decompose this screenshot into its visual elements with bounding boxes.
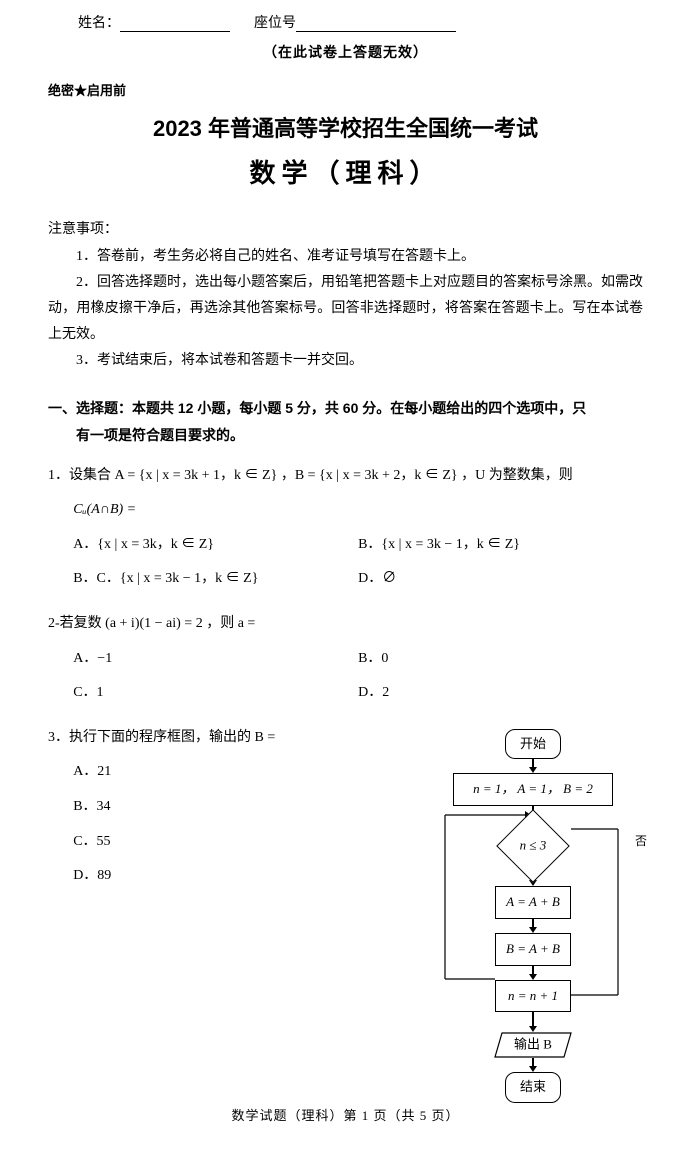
- secret-label: 绝密★启用前: [48, 80, 643, 99]
- attention-body: 1．答卷前，考生务必将自己的姓名、准考证号填写在答题卡上。 2．回答选择题时，选…: [48, 244, 643, 373]
- fc-start: 开始: [505, 729, 561, 760]
- exam-title: 2023 年普通高等学校招生全国统一考试: [48, 111, 643, 143]
- section1-line1: 一、选择题：本题共 12 小题，每小题 5 分，共 60 分。在每小题给出的四个…: [48, 400, 586, 416]
- question-1: 1．设集合 A = {x | x = 3k + 1，k ∈ Z} ，B = {x…: [48, 463, 643, 601]
- q3-option-c: C．55: [73, 829, 413, 856]
- fc-step1: A = A + B: [495, 886, 571, 919]
- question-3: 3．执行下面的程序框图，输出的 B = A．21 B．34 C．55 D．89: [48, 725, 643, 1058]
- attention-head: 注意事项：: [48, 218, 643, 238]
- header-fill-row: 姓名： 座位号: [48, 12, 643, 32]
- name-blank: [120, 16, 230, 32]
- fc-init: n = 1， A = 1， B = 2: [453, 773, 613, 806]
- q1-option-c: B．C．{x | x = 3k − 1，k ∈ Z}: [73, 566, 358, 593]
- attention-p3: 3．考试结束后，将本试卷和答题卡一并交回。: [48, 348, 643, 374]
- fc-end: 结束: [505, 1072, 561, 1103]
- question-2: 2-若复数 (a + i)(1 − ai) = 2 ，则 a = A．−1 B．…: [48, 611, 643, 715]
- attention-p1: 1．答卷前，考生务必将自己的姓名、准考证号填写在答题卡上。: [48, 244, 643, 270]
- q1-sub: Cᵤ(A∩B) =: [48, 497, 643, 524]
- name-label: 姓名：: [78, 12, 230, 32]
- fc-output: 输出 B: [494, 1032, 572, 1058]
- q1-option-d: D．∅: [358, 566, 643, 593]
- section1-line2: 有一项是符合题目要求的。: [48, 422, 643, 449]
- q1-stem: 1．设集合 A = {x | x = 3k + 1，k ∈ Z} ，B = {x…: [48, 463, 643, 490]
- q3-option-a: A．21: [73, 759, 413, 786]
- page-footer: 数学试题（理科）第 1 页（共 5 页）: [48, 1105, 643, 1124]
- section1-head: 一、选择题：本题共 12 小题，每小题 5 分，共 60 分。在每小题给出的四个…: [48, 395, 643, 448]
- fc-cond-no: 否: [635, 830, 647, 853]
- seat-blank: [296, 16, 456, 32]
- fc-cond: n ≤ 3 否: [423, 822, 643, 870]
- q2-option-a: A．−1: [73, 646, 358, 673]
- fc-step3: n = n + 1: [495, 980, 571, 1013]
- q2-option-c: C．1: [73, 680, 358, 707]
- fc-step2: B = A + B: [495, 933, 571, 966]
- q1-option-b: B．{x | x = 3k − 1，k ∈ Z}: [358, 532, 643, 559]
- seat-label: 座位号: [254, 12, 456, 32]
- attention-p2: 2．回答选择题时，选出每小题答案后，用铅笔把答题卡上对应题目的答案标号涂黑。如需…: [48, 270, 643, 348]
- q3-option-d: D．89: [73, 863, 413, 890]
- q2-option-d: D．2: [358, 680, 643, 707]
- answer-invalid-notice: （在此试卷上答题无效）: [48, 42, 643, 62]
- exam-subtitle: 数学（理科）: [48, 153, 643, 190]
- q3-option-b: B．34: [73, 794, 413, 821]
- flowchart: 开始 n = 1， A = 1， B = 2 n ≤ 3 否 A = A + B…: [423, 729, 643, 1058]
- q1-option-a: A．{x | x = 3k，k ∈ Z}: [73, 532, 358, 559]
- q2-option-b: B．0: [358, 646, 643, 673]
- q2-stem: 2-若复数 (a + i)(1 − ai) = 2 ，则 a =: [48, 611, 643, 638]
- q3-stem: 3．执行下面的程序框图，输出的 B =: [48, 725, 413, 752]
